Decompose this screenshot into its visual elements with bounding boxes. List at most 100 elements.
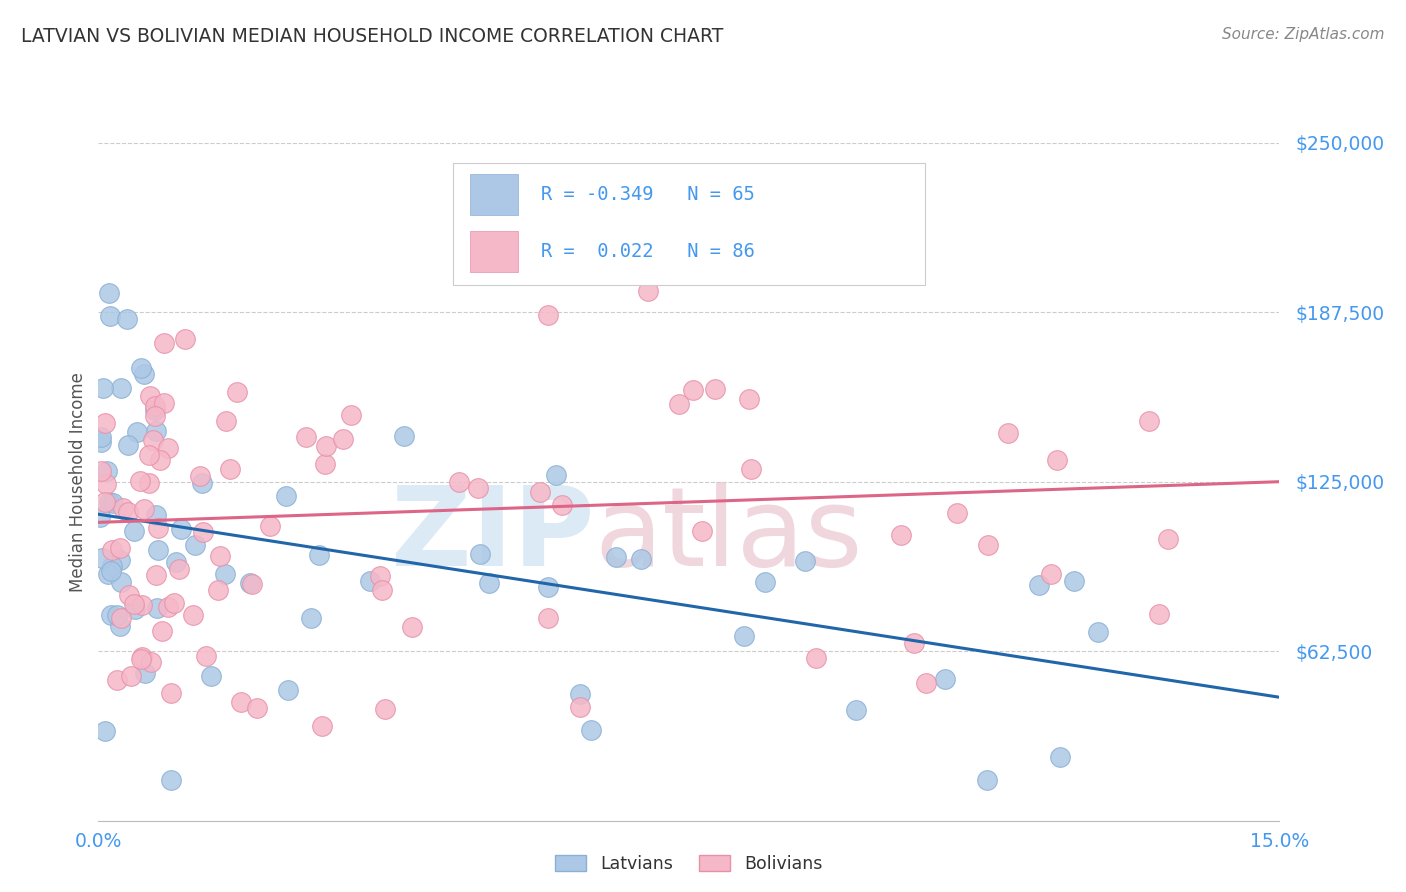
- Point: [231, 695, 253, 709]
- Point: [94, 723, 117, 738]
- Point: [394, 429, 416, 443]
- Point: [184, 538, 207, 552]
- Point: [1147, 607, 1170, 621]
- Point: [115, 312, 138, 326]
- Point: [157, 600, 180, 615]
- Point: [146, 543, 169, 558]
- Point: [630, 552, 652, 566]
- Point: [191, 525, 214, 540]
- Point: [108, 619, 131, 633]
- Point: [569, 699, 592, 714]
- Point: [98, 309, 121, 323]
- Point: [1039, 567, 1062, 582]
- Point: [733, 629, 755, 643]
- Point: [682, 384, 704, 398]
- Point: [703, 382, 725, 396]
- Point: [359, 574, 381, 589]
- Point: [188, 469, 211, 483]
- Point: [478, 576, 501, 591]
- Point: [579, 723, 602, 737]
- Point: [308, 548, 330, 562]
- Point: [277, 682, 299, 697]
- Point: [128, 474, 150, 488]
- Point: [117, 505, 139, 519]
- Point: [207, 582, 229, 597]
- Point: [110, 574, 132, 589]
- Point: [946, 506, 969, 520]
- Point: [401, 620, 423, 634]
- Point: [183, 607, 205, 622]
- Point: [110, 380, 132, 394]
- Point: [132, 501, 155, 516]
- Point: [145, 508, 167, 522]
- Point: [368, 569, 391, 583]
- Point: [117, 438, 139, 452]
- Point: [125, 425, 148, 439]
- Point: [157, 441, 180, 455]
- Point: [240, 577, 263, 591]
- Point: [551, 498, 574, 512]
- Point: [274, 489, 297, 503]
- Point: [131, 652, 153, 666]
- Legend: Latvians, Bolivians: Latvians, Bolivians: [548, 847, 830, 880]
- Point: [915, 675, 938, 690]
- Point: [94, 476, 117, 491]
- Point: [101, 543, 124, 558]
- Point: [124, 601, 146, 615]
- Point: [311, 719, 333, 733]
- Point: [315, 439, 337, 453]
- Point: [118, 588, 141, 602]
- Point: [89, 509, 111, 524]
- Text: ZIP: ZIP: [391, 483, 595, 590]
- Point: [200, 669, 222, 683]
- Point: [1063, 574, 1085, 589]
- Point: [167, 562, 190, 576]
- Text: LATVIAN VS BOLIVIAN MEDIAN HOUSEHOLD INCOME CORRELATION CHART: LATVIAN VS BOLIVIAN MEDIAN HOUSEHOLD INC…: [21, 27, 724, 45]
- Point: [845, 703, 868, 717]
- Point: [153, 336, 176, 351]
- Point: [214, 566, 236, 581]
- Point: [131, 598, 153, 612]
- Point: [239, 576, 262, 591]
- Point: [314, 457, 336, 471]
- Point: [145, 568, 167, 582]
- Point: [143, 403, 166, 417]
- Point: [131, 650, 153, 665]
- Point: [299, 611, 322, 625]
- Point: [160, 772, 183, 787]
- Point: [153, 396, 176, 410]
- Point: [536, 611, 558, 625]
- Point: [794, 554, 817, 568]
- Point: [194, 649, 217, 664]
- Point: [537, 580, 560, 594]
- Point: [108, 541, 131, 556]
- Point: [100, 607, 122, 622]
- Point: [340, 408, 363, 422]
- Point: [246, 701, 269, 715]
- Point: [91, 381, 114, 395]
- Point: [132, 367, 155, 381]
- Point: [112, 501, 135, 516]
- Point: [146, 600, 169, 615]
- Point: [100, 565, 122, 579]
- Point: [997, 426, 1019, 441]
- FancyBboxPatch shape: [471, 231, 517, 271]
- Point: [105, 608, 128, 623]
- Point: [96, 464, 118, 478]
- Point: [170, 522, 193, 536]
- Point: [890, 528, 912, 542]
- Point: [150, 624, 173, 638]
- Point: [738, 392, 761, 406]
- Point: [134, 665, 156, 680]
- Text: Source: ZipAtlas.com: Source: ZipAtlas.com: [1222, 27, 1385, 42]
- Point: [374, 702, 396, 716]
- Point: [101, 559, 124, 574]
- Point: [122, 597, 145, 611]
- Point: [145, 424, 167, 438]
- Point: [110, 611, 132, 625]
- Point: [160, 686, 183, 700]
- Text: R = -0.349   N = 65: R = -0.349 N = 65: [541, 185, 755, 203]
- Point: [208, 549, 231, 563]
- Point: [903, 636, 925, 650]
- Point: [529, 485, 551, 500]
